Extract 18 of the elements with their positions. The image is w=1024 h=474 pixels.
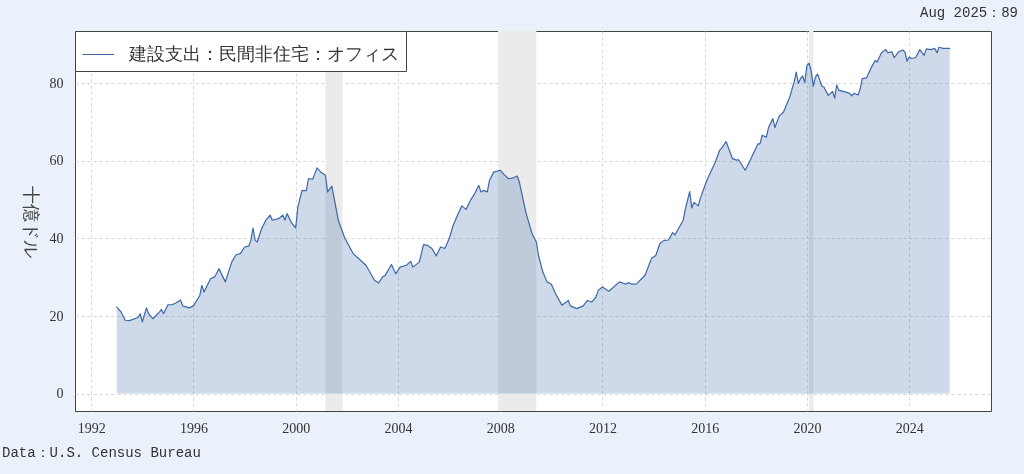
y-tick-label: 80 [49, 75, 64, 91]
y-tick-label: 0 [56, 386, 64, 402]
x-tick-label: 2000 [282, 420, 311, 436]
x-tick-label: 2020 [793, 420, 822, 436]
y-axis-title: 十億ドル [20, 185, 41, 258]
x-tick-label: 1996 [179, 420, 208, 436]
x-tick-label: 2024 [895, 420, 924, 436]
x-tick-label: 1992 [77, 420, 106, 436]
text: Aug 2025：89 [919, 4, 1018, 22]
x-tick-label: 2012 [588, 420, 617, 436]
x-tick-label: 2008 [486, 420, 515, 436]
legend-label: 建設支出：民間非住宅：オフィス [128, 43, 399, 64]
y-tick-label: 40 [49, 230, 64, 246]
text: Data：U.S. Census Bureau [2, 444, 201, 462]
y-tick-label: 20 [49, 308, 64, 324]
x-tick-label: 2004 [384, 420, 413, 436]
x-tick-label: 2016 [691, 420, 720, 436]
y-tick-label: 60 [49, 153, 64, 169]
